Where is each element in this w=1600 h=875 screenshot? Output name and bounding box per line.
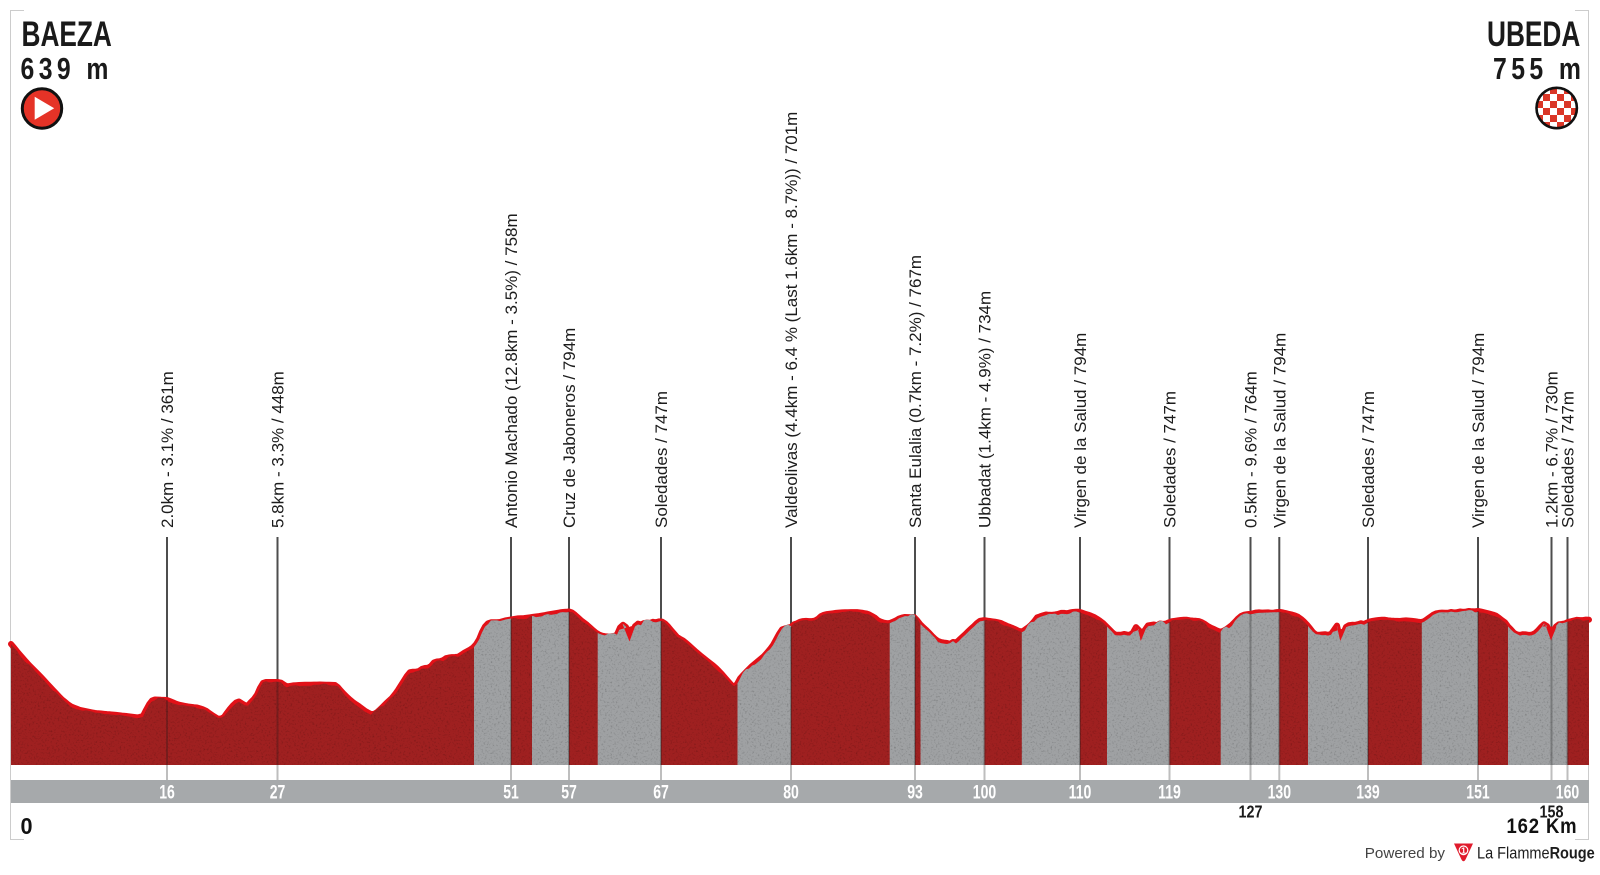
svg-text:51: 51: [503, 781, 519, 803]
svg-text:151: 151: [1466, 781, 1489, 803]
svg-text:100: 100: [973, 781, 996, 803]
svg-text:Virgen de la Salud / 794m: Virgen de la Salud / 794m: [1469, 333, 1488, 528]
svg-text:Virgen de la Salud / 794m: Virgen de la Salud / 794m: [1270, 333, 1289, 528]
svg-text:1.2km - 6.7% / 730m: 1.2km - 6.7% / 730m: [1543, 371, 1562, 528]
svg-text:Virgen de la Salud / 794m: Virgen de la Salud / 794m: [1071, 333, 1090, 528]
svg-text:Soledades / 747m: Soledades / 747m: [1559, 391, 1578, 528]
svg-text:16: 16: [159, 781, 175, 803]
svg-text:Ubbadat (1.4km - 4.9%) / 734m: Ubbadat (1.4km - 4.9%) / 734m: [976, 291, 995, 528]
svg-text:162 Km: 162 Km: [1507, 815, 1578, 838]
svg-text:2.0km - 3.1% / 361m: 2.0km - 3.1% / 361m: [158, 371, 177, 528]
svg-text:639 m: 639 m: [21, 51, 113, 85]
svg-text:110: 110: [1069, 781, 1092, 803]
svg-text:1: 1: [1461, 845, 1466, 855]
svg-text:755 m: 755 m: [1493, 51, 1585, 85]
svg-text:UBEDA: UBEDA: [1487, 14, 1580, 54]
svg-text:Soledades / 747m: Soledades / 747m: [652, 391, 671, 528]
svg-text:5.8km - 3.3% / 448m: 5.8km - 3.3% / 448m: [269, 371, 288, 528]
svg-text:Soledades / 747m: Soledades / 747m: [1359, 391, 1378, 528]
svg-text:119: 119: [1158, 781, 1181, 803]
svg-text:57: 57: [561, 781, 577, 803]
svg-text:127: 127: [1239, 803, 1263, 822]
svg-text:160: 160: [1556, 781, 1579, 803]
svg-text:Powered by: Powered by: [1365, 845, 1446, 862]
svg-text:0.5km - 9.6% / 764m: 0.5km - 9.6% / 764m: [1242, 371, 1261, 528]
svg-text:93: 93: [907, 781, 923, 803]
svg-text:Cruz de Jaboneros / 794m: Cruz de Jaboneros / 794m: [560, 328, 579, 528]
svg-text:130: 130: [1268, 781, 1291, 803]
svg-text:27: 27: [270, 781, 286, 803]
svg-text:158: 158: [1540, 803, 1564, 822]
svg-text:67: 67: [653, 781, 669, 803]
svg-text:BAEZA: BAEZA: [22, 14, 112, 54]
svg-text:80: 80: [783, 781, 799, 803]
svg-text:0: 0: [21, 813, 33, 839]
svg-text:La FlammeRouge: La FlammeRouge: [1477, 845, 1595, 863]
svg-text:Valdeolivas (4.4km - 6.4 % (La: Valdeolivas (4.4km - 6.4 % (Last 1.6km -…: [782, 112, 801, 528]
svg-text:Antonio Machado (12.8km - 3.5%: Antonio Machado (12.8km - 3.5%) / 758m: [502, 213, 521, 528]
svg-text:Santa Eulalia (0.7km - 7.2%) /: Santa Eulalia (0.7km - 7.2%) / 767m: [906, 255, 925, 528]
svg-text:Soledades / 747m: Soledades / 747m: [1161, 391, 1180, 528]
svg-text:139: 139: [1356, 781, 1379, 803]
